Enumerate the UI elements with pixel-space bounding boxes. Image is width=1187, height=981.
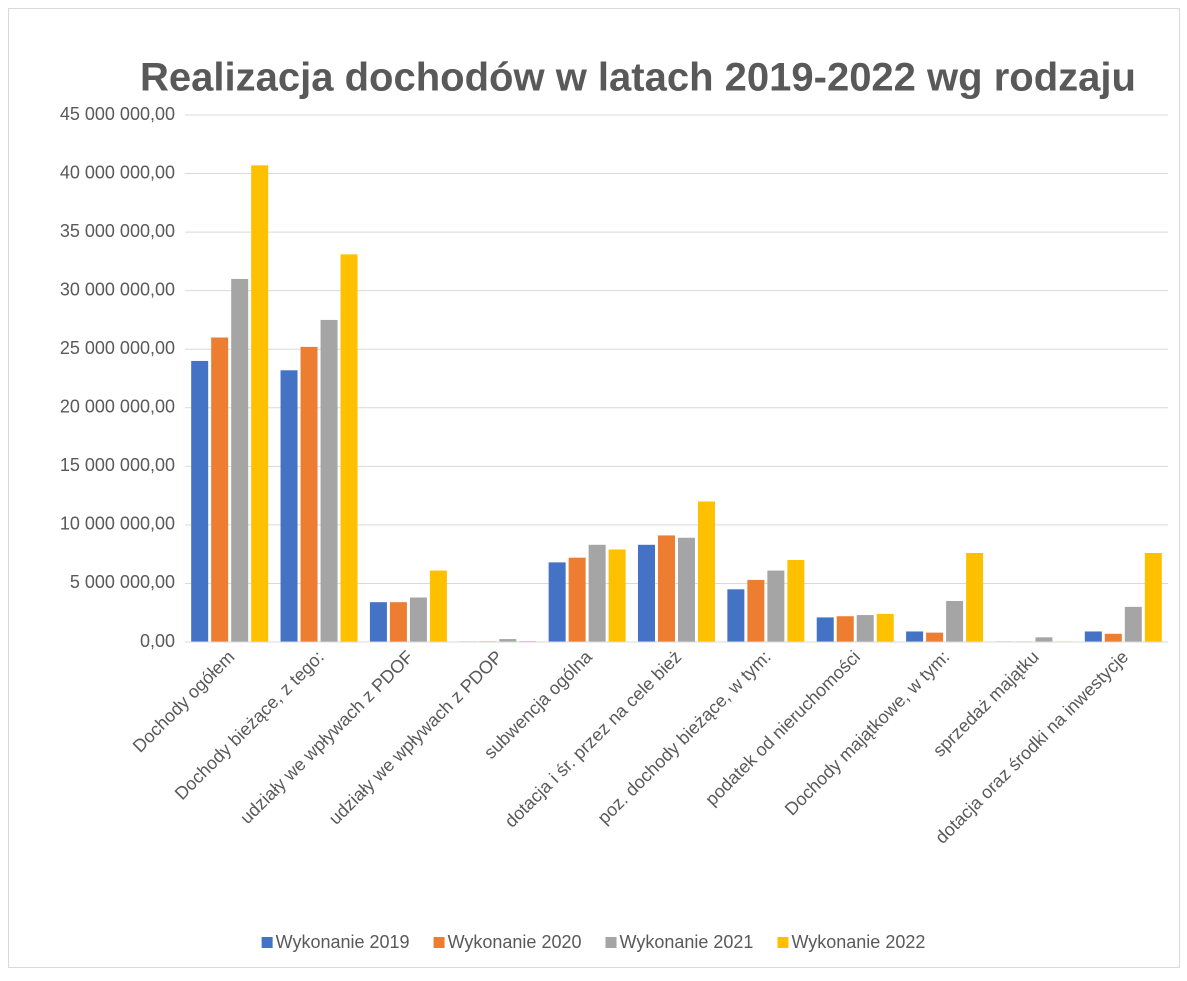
bar [548, 562, 566, 642]
bar [836, 616, 854, 642]
bar [191, 360, 209, 642]
bar [340, 254, 358, 642]
y-tick-label: 25 000 000,00 [60, 338, 175, 358]
y-tick-label: 5 000 000,00 [70, 572, 175, 592]
bar [926, 632, 944, 642]
bar [409, 597, 427, 642]
y-tick-label: 35 000 000,00 [60, 221, 175, 241]
bar [698, 501, 715, 642]
bar [429, 570, 447, 642]
bar [727, 589, 745, 642]
legend-swatch [605, 937, 617, 948]
bar [767, 570, 785, 642]
y-tick-label: 30 000 000,00 [60, 279, 175, 299]
bar [588, 544, 606, 642]
chart-border [8, 8, 1180, 968]
y-tick-label: 20 000 000,00 [60, 397, 175, 417]
legend-label: Wykonanie 2022 [791, 932, 925, 952]
bar [499, 639, 517, 642]
legend-label: Wykonanie 2019 [276, 932, 410, 952]
bar [280, 370, 298, 642]
legend-label: Wykonanie 2021 [620, 932, 754, 952]
bar [1124, 606, 1142, 642]
bar [816, 617, 834, 642]
bar [568, 557, 586, 642]
bar [876, 613, 894, 642]
legend-label: Wykonanie 2020 [448, 932, 582, 952]
bar [211, 337, 229, 642]
bar [856, 615, 874, 642]
y-tick-label: 0,00 [140, 631, 175, 651]
bar [608, 549, 626, 642]
y-tick-label: 40 000 000,00 [60, 162, 175, 182]
bar [946, 601, 964, 642]
y-tick-label: 15 000 000,00 [60, 455, 175, 475]
bar [389, 602, 407, 642]
bar [678, 537, 695, 642]
bar [320, 319, 338, 642]
bar [787, 560, 805, 642]
bar [1104, 633, 1122, 642]
bar [1084, 631, 1102, 642]
bar [658, 535, 675, 642]
y-tick-label: 45 000 000,00 [60, 104, 175, 124]
y-tick-label: 10 000 000,00 [60, 514, 175, 534]
bar [906, 631, 924, 642]
legend-swatch [433, 937, 445, 948]
legend-swatch [777, 937, 789, 948]
bar [747, 579, 765, 642]
bar [231, 278, 249, 642]
bar [638, 544, 655, 642]
bar [251, 165, 269, 642]
chart-title: Realizacja dochodów w latach 2019-2022 w… [140, 56, 1136, 100]
legend-swatch [261, 937, 273, 948]
bar [1035, 637, 1053, 642]
bar [300, 346, 318, 642]
bar [369, 602, 387, 642]
bar [966, 552, 984, 642]
bar [1144, 552, 1162, 642]
